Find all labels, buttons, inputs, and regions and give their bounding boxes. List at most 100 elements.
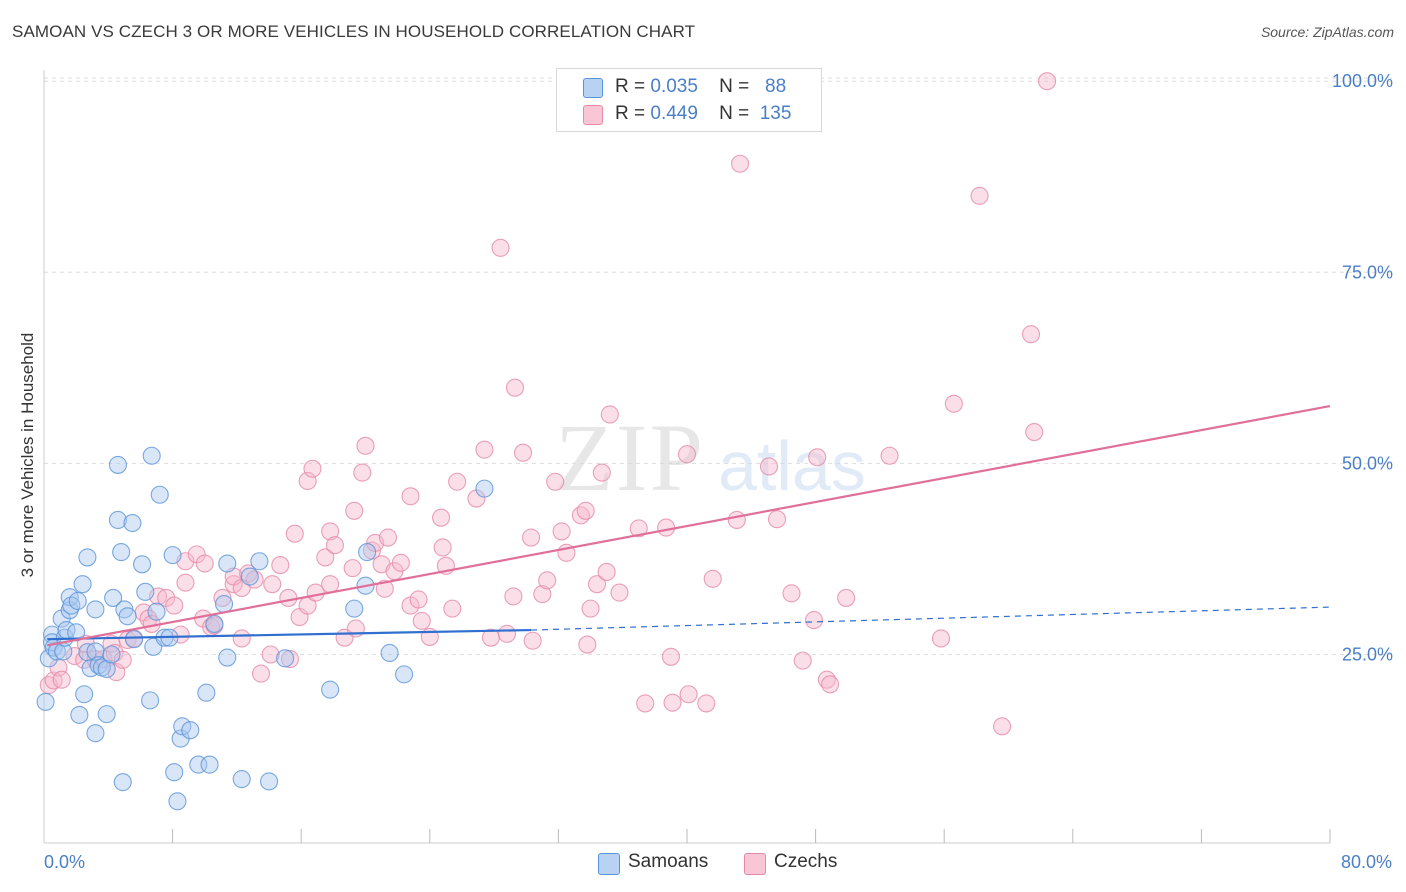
czech-point: [610, 583, 629, 602]
czech-point: [600, 405, 619, 424]
czech-point: [356, 436, 375, 455]
czech-point: [1038, 72, 1057, 91]
czech-point: [343, 559, 362, 578]
samoan-point: [321, 680, 340, 699]
legend-r-label: R =: [615, 76, 646, 97]
czech-point: [944, 394, 963, 413]
czech-point: [759, 457, 779, 476]
samoan-point: [70, 705, 89, 724]
samoan-point: [218, 648, 237, 667]
czech-point: [661, 647, 680, 666]
correlation-legend: R = 0.035 N = 88 R = 0.449 N = 135: [556, 68, 822, 132]
x-tick-max: 80.0%: [1340, 852, 1392, 872]
czech-point: [782, 584, 801, 603]
czechs-legend-swatch: [744, 853, 766, 875]
czech-point: [321, 522, 340, 541]
czech-point: [412, 611, 431, 630]
samoans-trend-line: [47, 628, 532, 641]
czech-point: [837, 588, 856, 607]
czech-point: [767, 510, 787, 529]
czech-point: [316, 548, 335, 567]
samoan-point: [73, 575, 92, 594]
czech-point: [279, 588, 298, 607]
samoan-point: [232, 770, 251, 789]
czech-point: [52, 670, 71, 689]
samoan-point: [124, 630, 144, 649]
samoan-point: [142, 446, 161, 465]
czech-point: [113, 650, 132, 669]
samoan-point: [133, 555, 152, 574]
czech-point: [475, 440, 494, 459]
watermark: ZIP atlas: [555, 404, 866, 511]
source-label: Source: ZipAtlas.com: [1260, 24, 1394, 40]
samoan-point: [250, 552, 269, 571]
samoan-point: [240, 567, 259, 586]
czech-point: [597, 562, 616, 581]
czech-point: [285, 524, 304, 543]
samoan-point: [68, 591, 87, 611]
samoan-point: [163, 546, 182, 565]
czech-point: [401, 487, 420, 506]
samoan-point: [147, 602, 166, 621]
czech-point: [592, 463, 611, 482]
czech-point: [636, 694, 655, 713]
y-tick-labels: 25.0% 50.0% 75.0% 100.0%: [1332, 71, 1393, 664]
samoan-point: [78, 548, 97, 567]
czech-point: [263, 575, 282, 594]
czech-point: [523, 631, 542, 650]
samoans-swatch: [583, 78, 603, 98]
samoan-point: [86, 600, 105, 619]
samoan-point: [108, 455, 127, 474]
czech-point: [345, 501, 364, 520]
samoan-point: [150, 485, 169, 504]
czech-point: [587, 575, 607, 594]
czech-point: [232, 629, 251, 648]
czech-point: [522, 528, 541, 547]
czech-point: [1025, 423, 1044, 442]
samoan-point: [113, 773, 132, 792]
samoan-point: [118, 607, 137, 626]
czech-point: [804, 611, 824, 630]
czech-point: [578, 635, 597, 654]
samoan-point: [218, 554, 237, 573]
samoan-point: [75, 685, 94, 704]
legend-n-label: N =: [719, 76, 750, 97]
samoan-point: [345, 599, 364, 618]
svg-text:ZIP: ZIP: [555, 404, 705, 511]
axes: [43, 70, 1331, 844]
samoan-point: [97, 659, 116, 679]
legend-n-label: N =: [719, 103, 750, 124]
samoan-point: [136, 582, 155, 601]
trend-lines: [47, 404, 1331, 647]
czech-point: [697, 694, 716, 713]
czech-point: [176, 573, 195, 592]
y-tick-label: 75.0%: [1342, 262, 1393, 282]
legend-r-value: 0.449: [650, 103, 698, 124]
samoan-point: [259, 772, 279, 791]
czech-point: [409, 590, 428, 609]
samoan-point: [168, 792, 187, 811]
samoan-point: [141, 691, 160, 710]
czech-point: [821, 675, 840, 694]
czech-point: [581, 599, 600, 618]
czech-point: [321, 575, 340, 594]
czech-point: [353, 463, 372, 482]
samoan-point: [395, 665, 414, 684]
samoan-point: [123, 513, 142, 533]
samoan-point: [214, 594, 234, 614]
czech-point: [448, 472, 467, 491]
czech-point: [546, 472, 565, 491]
czech-point: [261, 645, 280, 664]
czech-point: [576, 501, 595, 520]
legend-r-value: 0.035: [650, 76, 698, 97]
czechs-swatch: [583, 105, 603, 125]
samoans-legend-label: Samoans: [628, 851, 709, 872]
czechs-legend-label: Czechs: [774, 851, 838, 872]
samoan-point: [197, 683, 216, 702]
samoans-trend-extension: [531, 606, 1331, 631]
czech-point: [505, 378, 525, 397]
samoan-point: [181, 721, 200, 740]
czech-point: [730, 154, 750, 173]
czechs-points: [39, 72, 1057, 736]
czech-point: [1021, 325, 1041, 344]
